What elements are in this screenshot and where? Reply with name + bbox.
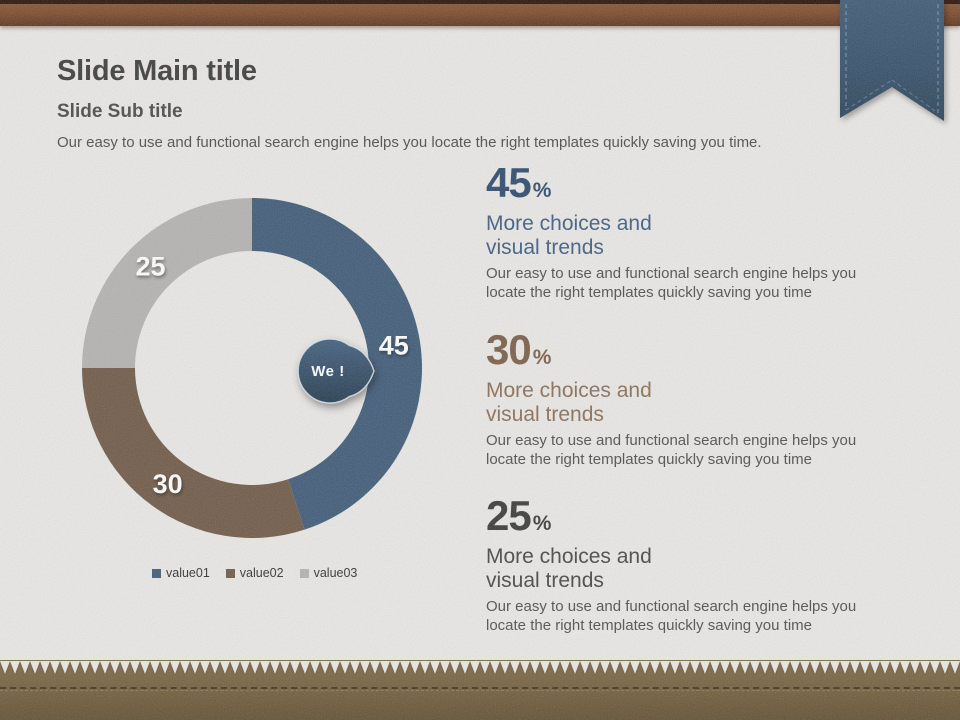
legend-label: value01 — [166, 566, 210, 580]
donut-segment-value02 — [82, 368, 305, 538]
stat-heading-line1: More choices and — [486, 378, 652, 402]
stat-block-30: 30% More choices and visual trends Our e… — [486, 329, 900, 469]
bookmark-ribbon-icon — [840, 0, 944, 121]
legend-item: value03 — [299, 566, 358, 580]
stat-body: Our easy to use and functional search en… — [486, 597, 857, 634]
donut-data-label: 30 — [153, 469, 183, 499]
stat-number: 45 — [486, 159, 532, 206]
stat-value-row: 30% — [486, 329, 900, 371]
donut-segment-value03 — [82, 198, 252, 368]
stat-body: Our easy to use and functional search en… — [486, 264, 857, 301]
legend-swatch-icon — [299, 568, 309, 578]
stat-heading-line2: visual trends — [486, 235, 604, 259]
stat-value-row: 45% — [486, 162, 900, 204]
percent-sign: % — [532, 179, 552, 202]
stat-heading-line2: visual trends — [486, 568, 604, 592]
stat-heading-line2: visual trends — [486, 402, 604, 426]
paper-zigzag-edge — [0, 661, 960, 674]
chart-legend: value01 value02 value03 — [152, 566, 357, 580]
we-callout: We ! — [297, 338, 375, 404]
stitch-line — [0, 687, 960, 691]
stat-block-45: 45% More choices and visual trends Our e… — [486, 162, 900, 302]
slide-main-title: Slide Main title — [57, 55, 257, 88]
stat-number: 30 — [486, 326, 532, 373]
stat-heading: More choices and visual trends — [486, 212, 900, 260]
stat-body: Our easy to use and functional search en… — [486, 431, 857, 468]
percent-sign: % — [532, 346, 552, 369]
ribbon-shape — [840, 0, 944, 121]
stat-number: 25 — [486, 492, 532, 539]
zigzag-teeth — [0, 661, 960, 674]
stat-heading: More choices and visual trends — [486, 545, 900, 593]
stat-block-25: 25% More choices and visual trends Our e… — [486, 495, 900, 635]
stat-value-row: 25% — [486, 495, 900, 537]
donut-data-label: 45 — [379, 331, 409, 361]
stat-heading-line1: More choices and — [486, 544, 652, 568]
legend-swatch-icon — [152, 568, 161, 578]
stat-heading-line1: More choices and — [486, 211, 652, 235]
top-bar — [0, 0, 960, 26]
legend-label: value03 — [313, 566, 358, 580]
legend-item: value01 — [152, 566, 210, 580]
slide-sub-title: Slide Sub title — [57, 100, 183, 122]
slide-description: Our easy to use and functional search en… — [57, 134, 762, 151]
legend-swatch-icon — [225, 568, 235, 578]
legend-item: value02 — [225, 566, 284, 580]
donut-data-label: 25 — [136, 252, 166, 282]
percent-sign: % — [532, 512, 552, 535]
stat-heading: More choices and visual trends — [486, 379, 900, 427]
callout-label: We ! — [311, 363, 344, 380]
legend-label: value02 — [239, 566, 284, 580]
